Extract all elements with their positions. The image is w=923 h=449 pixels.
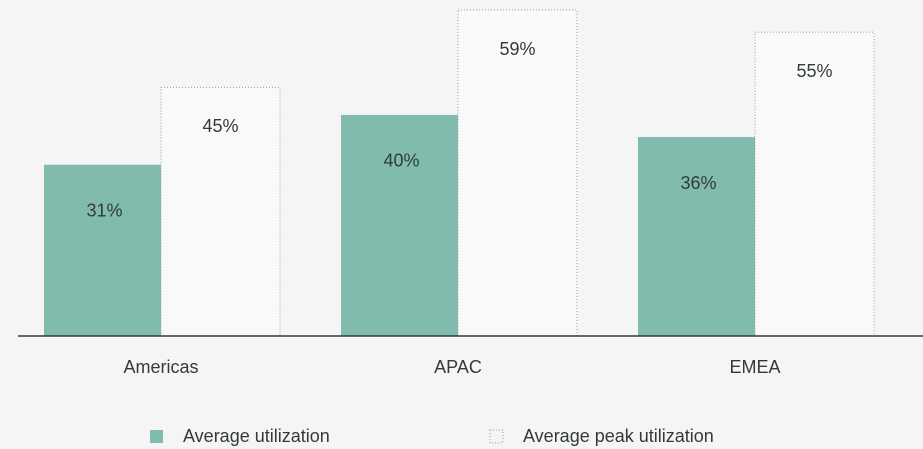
x-tick-label: APAC	[434, 357, 482, 377]
x-tick-label: EMEA	[729, 357, 780, 377]
average-bar	[341, 114, 458, 336]
x-tick-label: Americas	[123, 357, 198, 377]
legend-label: Average utilization	[183, 426, 330, 446]
peak-bar	[457, 9, 578, 337]
average-bar	[44, 164, 161, 336]
legend-swatch	[489, 429, 504, 444]
value-label: 31%	[86, 200, 122, 220]
peak-bar	[160, 86, 281, 337]
legend-swatch	[150, 430, 163, 443]
legend-label: Average peak utilization	[523, 426, 714, 446]
average-bar	[638, 137, 755, 336]
value-label: 36%	[680, 173, 716, 193]
value-label: 45%	[202, 116, 238, 136]
value-label: 55%	[796, 61, 832, 81]
value-label: 40%	[383, 151, 419, 171]
value-label: 59%	[499, 39, 535, 59]
peak-bar	[754, 31, 875, 337]
